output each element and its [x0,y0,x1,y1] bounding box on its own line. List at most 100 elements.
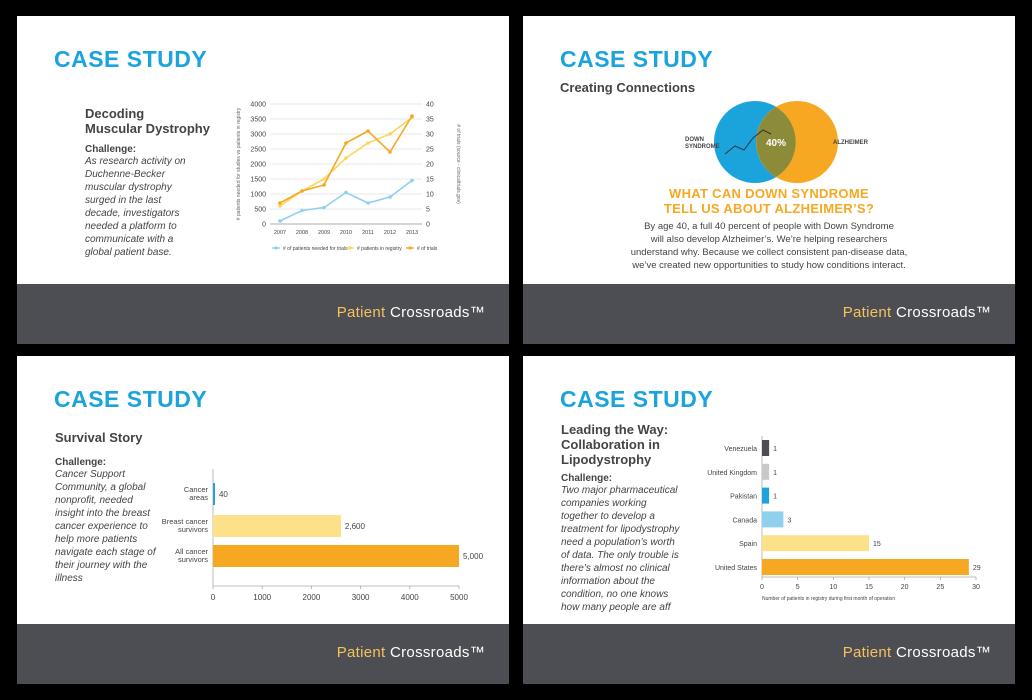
x-tick-label: 5 [796,584,800,591]
data-point [322,183,326,187]
legend-label: # of trials [417,246,438,252]
y2-tick-label: 15 [426,177,434,184]
y2-tick-label: 20 [426,162,434,169]
slide-footer: Patient Crossroads™ [17,624,509,684]
y-tick-label: 4000 [250,102,266,109]
challenge-line: nonprofit, needed [55,495,133,506]
challenge-line: help more patients [55,534,138,545]
venn-overlap-label: 40% [766,138,786,149]
data-point [300,208,304,213]
x-tick-label: 2007 [274,230,286,236]
slide-case-study-survival-story: CASE STUDY Survival Story Challenge: Can… [17,356,509,684]
challenge-line: companies working [561,498,647,509]
data-point [278,204,282,208]
challenge-line: As research activity on [85,156,186,167]
challenge-line: need a population’s worth [561,537,675,548]
x-tick-label: 15 [865,584,873,591]
bar [762,535,869,552]
x-tick-label: 3000 [352,593,370,602]
data-label: 40 [219,490,228,499]
y-tick-label: 1500 [250,177,266,184]
brand-logo: Patient Crossroads™ [842,644,991,661]
category-label: survivors [178,525,208,534]
legend-label: # patients in registry [357,246,402,252]
category-label: Venezuela [724,446,757,453]
challenge-line: insight into the breast [55,508,151,519]
venn-label-left: DOWN SYNDROME [685,137,720,150]
y-tick-label: 3500 [250,117,266,124]
x-tick-label: 5000 [450,593,468,602]
category-label: All cancer [175,547,208,556]
bar [762,559,969,575]
y2-tick-label: 40 [426,102,434,109]
bar [213,483,215,505]
challenge-line: navigate each stage of [55,547,156,558]
headline: WHAT CAN DOWN SYNDROME TELL US ABOUT ALZH… [663,186,875,216]
x-tick-label: 30 [972,584,980,591]
category-label: Canada [732,517,757,524]
legend-marker [274,246,278,250]
challenge-line: together to develop a [561,511,655,522]
data-point [410,114,414,118]
challenge-text: As research activity on Duchenne-Becker mu… [85,155,205,259]
data-point [278,201,282,205]
challenge-line: Two major pharmaceutical [561,485,678,496]
data-label: 29 [973,565,981,572]
challenge-text: Cancer Support Community, a global nonprof… [55,468,175,585]
x-tick-label: 1000 [253,593,271,602]
data-point [410,178,414,183]
category-label: Cancer [184,485,209,494]
challenge-line: needed a platform to [85,221,177,232]
bar [213,515,341,537]
slide-title: CASE STUDY [54,46,208,72]
challenge-block: Challenge: Two major pharmaceutical compa… [561,473,691,614]
y2-tick-label: 25 [426,147,434,154]
y2-tick-label: 35 [426,117,434,124]
y-tick-label: 1000 [250,192,266,199]
x-tick-label: 2008 [296,230,308,236]
data-point [322,177,326,181]
challenge-line: communicate with a [85,234,174,245]
data-point [344,190,348,195]
challenge-line: of data. The only trouble is [561,550,679,561]
legend-label: # of patients needed for trials [283,246,348,252]
slide-title: CASE STUDY [560,46,714,72]
data-point [344,141,348,145]
challenge-line: treatment for lipodystrophy [561,524,680,535]
x-tick-label: 2000 [303,593,321,602]
body-line: we’ve created new opportunities to study… [632,260,906,271]
data-label: 2,600 [345,522,366,531]
body-line: understand why. Because we collect consi… [630,247,908,258]
challenge-line: Cancer Support [55,469,126,480]
x-tick-label: 0 [760,584,764,591]
venn-diagram: 40% [714,101,838,183]
challenge-line: information about the [561,576,655,587]
slide-title: CASE STUDY [54,386,208,412]
challenge-line: surged in the last [85,195,162,206]
challenge-line: illness [55,573,83,584]
body-line: will also develop Alzheimer’s. We’re hel… [650,234,888,245]
y-tick-label: 2000 [250,162,266,169]
challenge-block: Challenge: As research activity on Duchen… [85,144,205,259]
bar [762,487,770,504]
data-point [388,150,392,154]
data-point [322,205,326,210]
challenge-line: global patient base. [85,247,172,258]
slide-subtitle: Decoding Muscular Dystrophy [85,106,210,136]
x-tick-label: 20 [901,584,909,591]
venn-label-right: ALZHEIMER [833,140,868,146]
category-label: Breast cancer [162,517,209,526]
data-label: 5,000 [463,552,484,561]
slide-title: CASE STUDY [560,386,714,412]
slide-footer: Patient Crossroads™ [17,284,509,344]
subtitle-line: Collaboration in [561,437,660,452]
x-tick-label: 10 [829,584,837,591]
y-axis-label: # patients needed for studies vs patient… [236,107,242,220]
legend-marker [348,246,352,250]
challenge-line: Community, a global [55,482,146,493]
challenge-line: cancer experience to [55,521,148,532]
slide-subtitle: Leading the Way: Collaboration in Lipodyst… [561,422,668,467]
body-line: By age 40, a full 40 percent of people w… [644,221,894,232]
slide-case-study-lipodystrophy: CASE STUDY Leading the Way: Collaboration… [523,356,1015,684]
